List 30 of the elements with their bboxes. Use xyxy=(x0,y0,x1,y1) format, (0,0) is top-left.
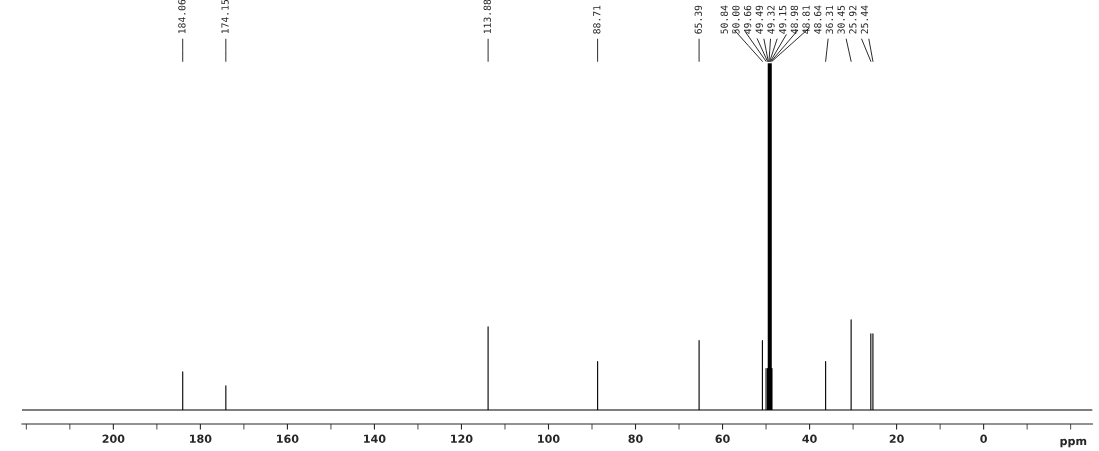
text: 88.71 xyxy=(593,5,601,34)
text: 25.92 xyxy=(849,5,857,34)
text: 184.06 xyxy=(178,0,186,34)
x-tick-label: 40 xyxy=(802,434,817,443)
text: 48.64 xyxy=(814,5,822,34)
text: 50.00 xyxy=(732,5,740,34)
text: 30.45 xyxy=(837,5,845,34)
text: 65.39 xyxy=(694,5,702,34)
text: 25.44 xyxy=(860,5,869,34)
x-tick-label: 160 xyxy=(277,434,299,443)
x-tick-label: 120 xyxy=(451,434,473,443)
x-tick-label: 80 xyxy=(628,434,643,443)
text: 49.32 xyxy=(767,5,775,34)
text: 49.49 xyxy=(755,5,763,34)
x-tick-label: 60 xyxy=(715,434,730,443)
text: 174.15 xyxy=(221,0,229,34)
x-tick-label: 20 xyxy=(889,434,904,443)
x-tick-label: 0 xyxy=(980,434,987,443)
text: 50.84 xyxy=(720,5,728,34)
x-tick-label: 140 xyxy=(364,434,386,443)
x-tick-label: 200 xyxy=(102,434,125,443)
text: 113.88 xyxy=(483,0,491,34)
x-tick-label: 100 xyxy=(538,434,560,443)
x-tick-label: 180 xyxy=(190,434,212,443)
text: 49.66 xyxy=(743,5,752,34)
x-axis-title: ppm xyxy=(1060,438,1087,448)
text: 48.81 xyxy=(802,5,810,34)
text: 36.31 xyxy=(825,5,834,34)
text: 49.15 xyxy=(778,5,787,34)
text: 48.98 xyxy=(790,5,799,34)
